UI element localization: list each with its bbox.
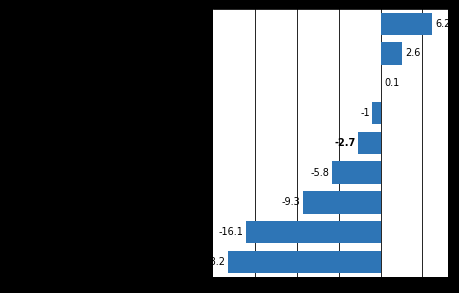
Text: 6.2: 6.2 (435, 19, 450, 29)
Text: -18.2: -18.2 (201, 257, 226, 267)
Text: -1: -1 (360, 108, 370, 118)
Bar (381, 42, 403, 65)
Bar (358, 132, 381, 154)
Text: -2.7: -2.7 (334, 138, 356, 148)
Text: 2.6: 2.6 (405, 48, 420, 59)
Text: 0.1: 0.1 (384, 78, 399, 88)
Text: -5.8: -5.8 (311, 168, 330, 178)
Bar (303, 191, 381, 214)
Bar (381, 13, 432, 35)
Bar (246, 221, 381, 243)
Text: -9.3: -9.3 (282, 197, 300, 207)
Text: -16.1: -16.1 (218, 227, 244, 237)
Bar (332, 161, 381, 184)
Bar (229, 251, 381, 273)
Bar (372, 102, 381, 124)
